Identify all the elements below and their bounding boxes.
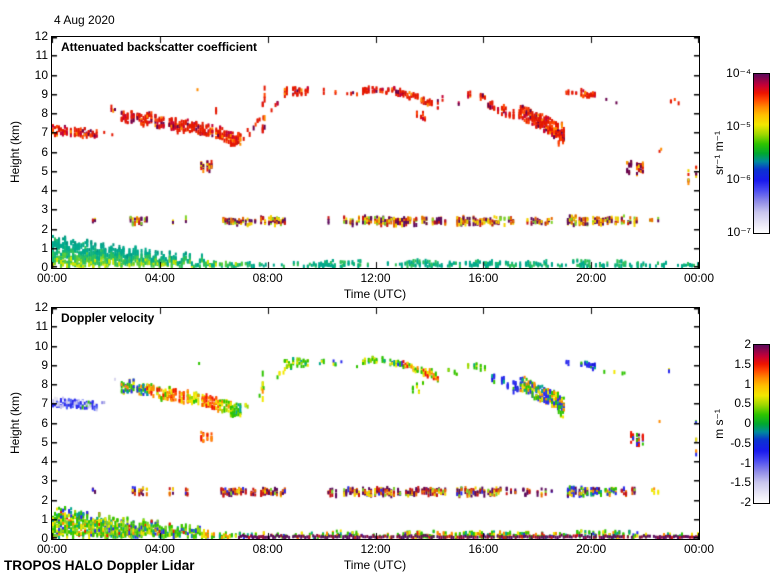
x-tick-label: 00:00 <box>36 542 68 556</box>
x-tick-label: 00:00 <box>683 542 715 556</box>
y-tick-label: 3 <box>41 473 48 488</box>
velocity-panel <box>51 307 700 540</box>
x-tick-label: 08:00 <box>252 542 283 556</box>
y-axis-label-backscatter: Height (km) <box>8 120 22 184</box>
colorbar-tick-label: 1.5 <box>734 356 751 371</box>
x-tick-label: 16:00 <box>468 542 499 556</box>
velocity-heatmap-canvas <box>52 308 699 539</box>
y-tick-label: 6 <box>41 144 48 159</box>
colorbar-tick-label: 10⁻⁴ <box>726 66 751 80</box>
velocity-colorbar-canvas <box>754 345 769 503</box>
panel-title-velocity: Doppler velocity <box>61 311 155 325</box>
colorbar-tick-label: -1 <box>740 455 751 470</box>
x-tick-label: 16:00 <box>468 271 499 285</box>
y-tick-label: 9 <box>41 357 48 372</box>
colorbar-tick-label: 0 <box>744 416 751 430</box>
colorbar-tick-label: 0.5 <box>734 396 751 411</box>
y-tick-label: 6 <box>41 415 48 430</box>
y-tick-label: 5 <box>41 163 48 178</box>
x-tick-label: 04:00 <box>144 542 175 556</box>
panel-title-backscatter: Attenuated backscatter coefficient <box>61 40 258 54</box>
y-tick-label: 3 <box>41 202 48 217</box>
y-tick-label: 11 <box>35 48 48 63</box>
x-tick-label: 12:00 <box>360 542 391 556</box>
footer-credit: TROPOS HALO Doppler Lidar <box>4 558 195 573</box>
y-tick-label: 10 <box>34 67 48 82</box>
velocity-colorbar <box>753 344 770 504</box>
y-tick-label: 5 <box>41 434 48 449</box>
y-tick-label: 4 <box>41 183 48 197</box>
backscatter-panel <box>51 36 700 269</box>
colorbar-tick-label: -1.5 <box>730 475 751 490</box>
date-title: 4 Aug 2020 <box>54 13 115 27</box>
y-tick-label: 9 <box>41 86 48 101</box>
y-tick-label: 1 <box>41 511 48 526</box>
y-tick-label: 7 <box>41 396 48 411</box>
colorbar-tick-label: 1 <box>744 376 751 391</box>
y-tick-label: 0 <box>41 260 48 274</box>
colorbar-tick-label: 10⁻⁵ <box>726 119 751 133</box>
colorbar-tick-label: 10⁻⁶ <box>726 172 751 186</box>
x-tick-label: 00:00 <box>683 271 715 285</box>
y-tick-label: 2 <box>41 221 48 236</box>
backscatter-colorbar-canvas <box>754 74 769 233</box>
y-tick-label: 12 <box>34 29 48 43</box>
y-tick-label: 8 <box>41 377 48 391</box>
colorbar-tick-label: 10⁻⁷ <box>726 225 751 239</box>
y-tick-label: 10 <box>34 338 48 353</box>
y-axis-label-velocity: Height (km) <box>8 391 22 455</box>
x-tick-label: 20:00 <box>576 542 607 556</box>
y-tick-label: 4 <box>41 454 48 468</box>
y-tick-label: 12 <box>34 300 48 314</box>
y-tick-label: 7 <box>41 125 48 140</box>
backscatter-heatmap-canvas <box>52 37 699 268</box>
x-axis-label-backscatter: Time (UTC) <box>343 287 407 301</box>
x-tick-label: 00:00 <box>36 271 68 285</box>
y-tick-label: 0 <box>41 531 48 545</box>
x-tick-label: 12:00 <box>360 271 391 285</box>
colorbar-tick-label: -0.5 <box>730 435 751 450</box>
y-tick-label: 2 <box>41 492 48 507</box>
y-tick-label: 1 <box>41 240 48 255</box>
y-tick-label: 8 <box>41 106 48 120</box>
colorbar-unit-backscatter: sr⁻¹ m⁻¹ <box>712 131 726 175</box>
colorbar-tick-label: 2 <box>744 337 751 351</box>
x-axis-label-velocity: Time (UTC) <box>343 558 407 572</box>
x-tick-label: 08:00 <box>252 271 283 285</box>
backscatter-colorbar <box>753 73 770 234</box>
colorbar-tick-label: -2 <box>740 495 751 509</box>
x-tick-label: 20:00 <box>576 271 607 285</box>
y-tick-label: 11 <box>35 319 48 334</box>
x-tick-label: 04:00 <box>144 271 175 285</box>
